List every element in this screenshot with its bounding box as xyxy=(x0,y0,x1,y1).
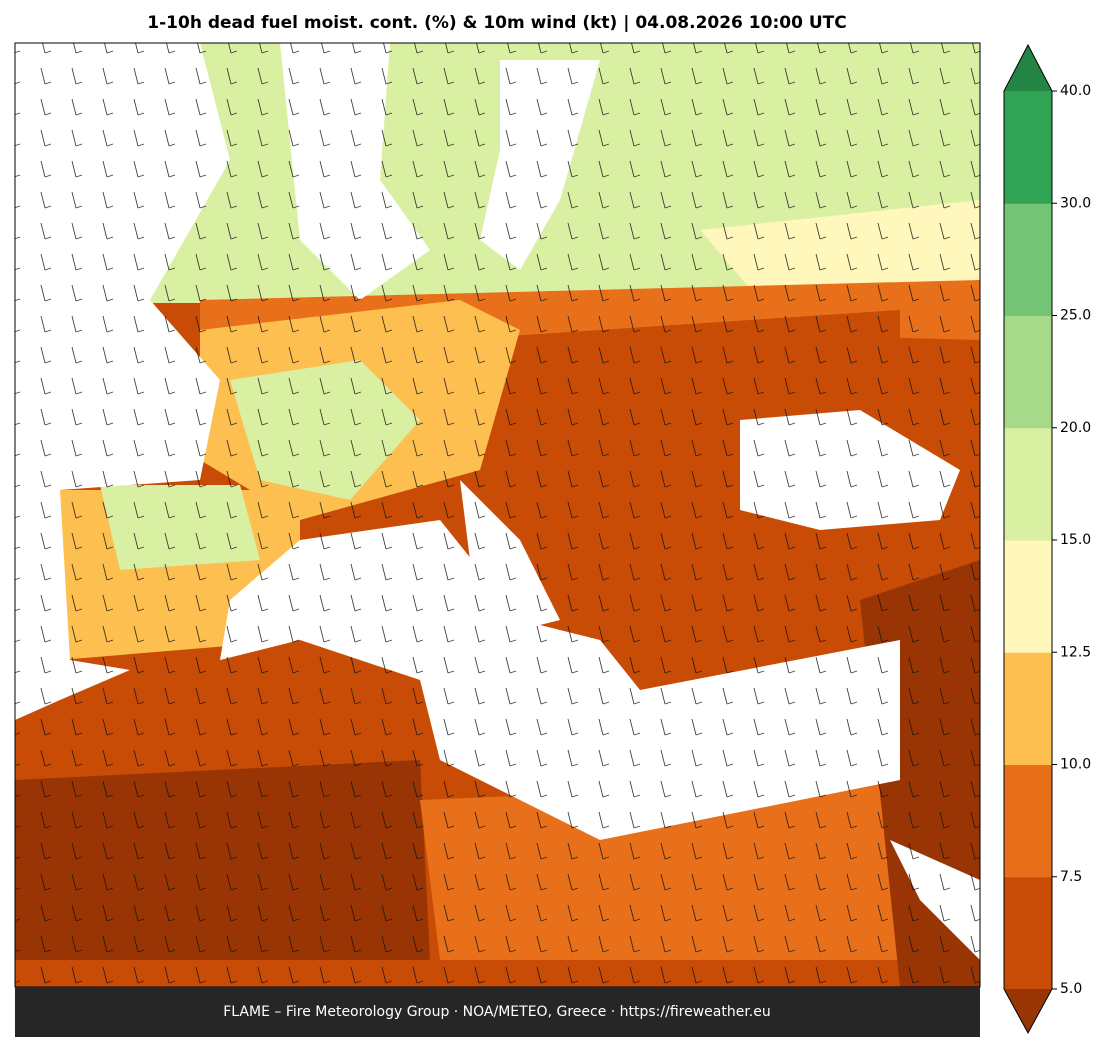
colorbar-bin xyxy=(1004,203,1052,316)
colorbar-tick-label: 20.0 xyxy=(1060,420,1091,436)
colorbar-tick-label: 10.0 xyxy=(1060,757,1091,773)
colorbar-bin xyxy=(1004,652,1052,765)
colorbar: 5.0 7.5 10.0 12.5 15.0 20.0 25.0 30.0 40.0 xyxy=(1003,43,1091,1035)
colorbar-tick-label: 25.0 xyxy=(1060,308,1091,324)
colorbar-tick-label: 15.0 xyxy=(1060,532,1091,548)
colorbar-bin xyxy=(1004,315,1052,429)
colorbar-under xyxy=(1004,989,1052,1033)
colorbar-bin xyxy=(1004,876,1052,990)
colorbar-tick-label: 40.0 xyxy=(1060,83,1091,99)
colorbar-bin xyxy=(1004,764,1052,878)
colorbar-tick-label: 30.0 xyxy=(1060,195,1091,211)
colorbar-tick-label: 12.5 xyxy=(1060,644,1091,660)
colorbar-over xyxy=(1004,45,1052,91)
colorbar-bin xyxy=(1004,91,1052,204)
colorbar-tick-label: 5.0 xyxy=(1060,981,1082,997)
title: 1-10h dead fuel moist. cont. (%) & 10m w… xyxy=(147,13,846,33)
colorbar-tick-label: 7.5 xyxy=(1060,869,1082,885)
colorbar-bin xyxy=(1004,427,1052,541)
footer-bar xyxy=(15,987,980,1037)
map xyxy=(15,43,980,987)
colorbar-bin xyxy=(1004,540,1052,653)
footer: FLAME – Fire Meteorology Group · NOA/MET… xyxy=(223,1004,771,1020)
